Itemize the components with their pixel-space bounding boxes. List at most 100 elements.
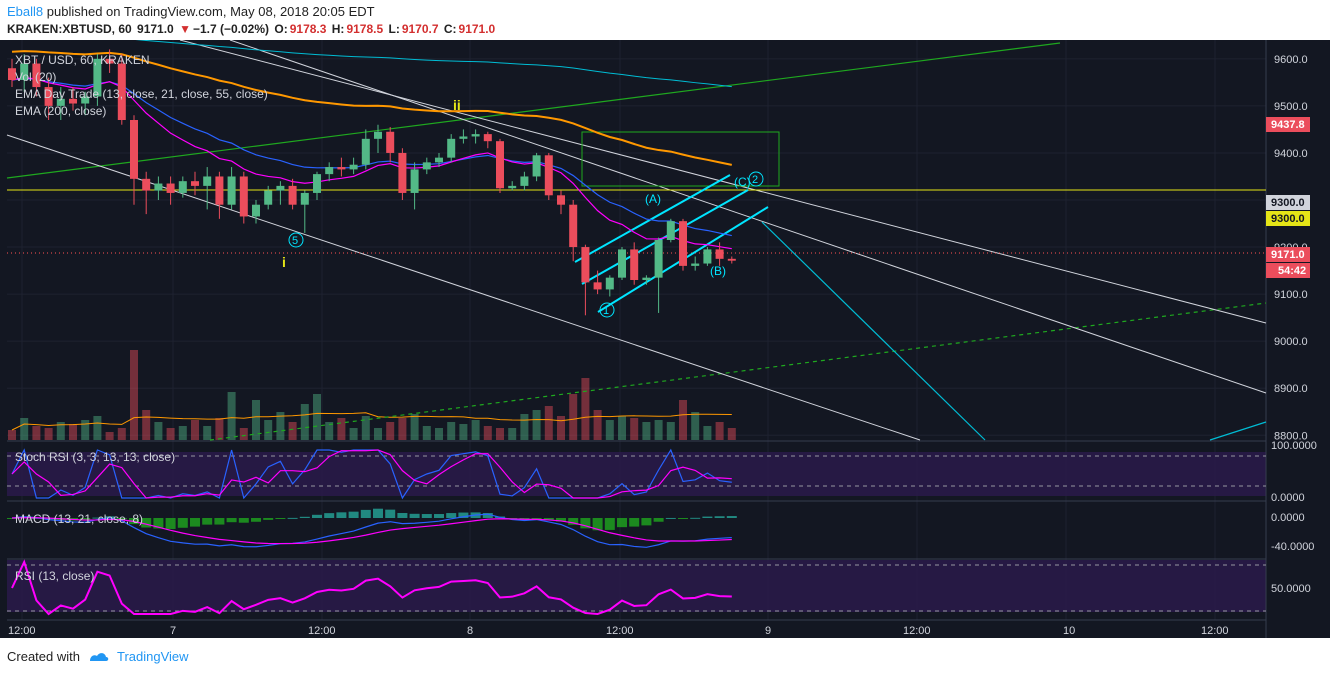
macd-hist-bar (373, 508, 383, 518)
candle-body (93, 58, 102, 97)
green-box[interactable] (581, 131, 780, 187)
volume-bar (605, 420, 614, 440)
macd-hist-bar (531, 518, 542, 519)
volume-bar (447, 422, 456, 440)
projection-line-2[interactable] (1209, 421, 1267, 441)
legend-stoch[interactable]: Stoch RSI (3, 3, 13, 13, close) (15, 450, 175, 464)
candle-body (288, 185, 297, 205)
macd-hist-bar (568, 518, 579, 525)
volume-bar (374, 428, 382, 440)
candle-body (593, 282, 602, 290)
price-tick-label: 9500.0 (1274, 101, 1308, 113)
symbol-label: KRAKEN:XBTUSD, 60 (7, 22, 132, 36)
candle-body (508, 185, 517, 189)
green-trendline[interactable] (6, 42, 1061, 179)
tradingview-logo-icon[interactable] (88, 647, 116, 663)
wave-A-label[interactable]: (A) (645, 192, 661, 206)
time-axis[interactable]: 12:00 7 12:00 8 12:00 9 12:00 10 12:00 (8, 625, 1229, 637)
volume-bar (227, 392, 236, 440)
wave-B-label[interactable]: (B) (710, 264, 726, 278)
volume-bar (81, 420, 90, 440)
macd-hist-bar (641, 518, 652, 526)
wave-ii-label[interactable]: ii (453, 97, 461, 113)
macd-hist-bar (226, 518, 237, 523)
close-label: C: (443, 22, 457, 36)
rsi-line (11, 559, 732, 616)
volume-bar (398, 418, 407, 440)
volume-bar (69, 424, 77, 440)
legend-rsi[interactable]: RSI (13, close) (15, 569, 94, 583)
price-tick-label: 9100.0 (1274, 289, 1308, 301)
ema-55-line (11, 50, 733, 166)
macd-hist-bar (153, 518, 164, 529)
green-dashed-trendline[interactable] (209, 302, 1267, 441)
projection-line[interactable] (761, 221, 986, 441)
ema-13-line (11, 77, 732, 250)
candle-body (215, 176, 224, 205)
macd-hist-bar (714, 516, 725, 518)
macd-hist-bar (324, 513, 335, 518)
macd-hist-bar (434, 514, 444, 518)
candle-body (313, 174, 321, 193)
channel-middle[interactable] (581, 189, 749, 285)
white-channel-middle[interactable] (229, 40, 1267, 394)
ema-200-line (135, 40, 732, 88)
volume-bar (337, 418, 346, 440)
candle-body (581, 247, 590, 283)
macd-hist-bar (104, 516, 115, 518)
author-link[interactable]: Eball8 (7, 4, 44, 19)
macd-hist-bar (446, 513, 457, 518)
last-price-tag: 9171.0 (1271, 249, 1305, 261)
volume-bar (93, 416, 102, 440)
volume-bar (654, 420, 663, 440)
volume-bar (483, 426, 492, 440)
ema-21-line (11, 77, 732, 237)
low-value: 9170.7 (401, 22, 439, 36)
candle-body (398, 152, 407, 193)
tradingview-link[interactable]: TradingView (117, 649, 189, 664)
volume-bar (105, 432, 114, 440)
macd-hist-bar (665, 517, 676, 519)
candle-body (81, 96, 90, 104)
macd-hist-bar (263, 518, 274, 520)
candle-body (8, 68, 16, 80)
channel-upper[interactable] (574, 174, 731, 263)
candle-body (56, 98, 65, 106)
stoch-tick-0: 0.0000 (1271, 492, 1305, 504)
macd-tick-0: 0.0000 (1271, 512, 1305, 524)
volume-bar (496, 428, 504, 440)
candle-body (679, 221, 687, 266)
legend-macd[interactable]: MACD (13, 21, close, 8) (15, 512, 143, 526)
white-channel-upper[interactable] (179, 40, 1267, 324)
wave-2-label[interactable]: 2 (752, 174, 758, 186)
macd-hist-bar (629, 518, 640, 527)
volume-bar (166, 428, 175, 440)
high-value: 9178.5 (346, 22, 384, 36)
candle-body (264, 190, 273, 205)
macd-hist-bar (275, 518, 286, 519)
macd-hist-bar (678, 518, 688, 519)
footer: Created with TradingView (0, 638, 1330, 674)
volume-bar (410, 414, 419, 440)
candle-body (349, 164, 358, 170)
wave-1-label[interactable]: 1 (603, 305, 609, 317)
legend-vol[interactable]: Vol (20) (15, 70, 56, 84)
chart-canvas[interactable]: ii i 5 1 2 (A) (B) (C) XBT / USD, 60, KR… (0, 40, 1330, 638)
legend-main[interactable]: XBT / USD, 60, KRAKEN (15, 53, 150, 67)
macd-hist-bar (165, 518, 176, 529)
wave-i-label[interactable]: i (282, 254, 286, 270)
volume-bar (203, 426, 212, 440)
wave-C-label[interactable]: (C) (734, 175, 751, 189)
wave-5-label[interactable]: 5 (292, 235, 298, 247)
volume-bar (386, 422, 395, 440)
price-tick-label: 9000.0 (1274, 336, 1308, 348)
volume-bar (215, 418, 224, 440)
candle-body (642, 277, 651, 280)
volume-bar (569, 394, 578, 440)
wave-2-circle (748, 171, 764, 187)
macd-hist-bar (397, 513, 408, 518)
volume-bar (313, 394, 321, 440)
legend-ema200[interactable]: EMA (200, close) (15, 104, 106, 118)
volume-bars (8, 350, 736, 440)
legend-ema-day[interactable]: EMA Day Trade (13, close, 21, close, 55,… (15, 87, 268, 101)
